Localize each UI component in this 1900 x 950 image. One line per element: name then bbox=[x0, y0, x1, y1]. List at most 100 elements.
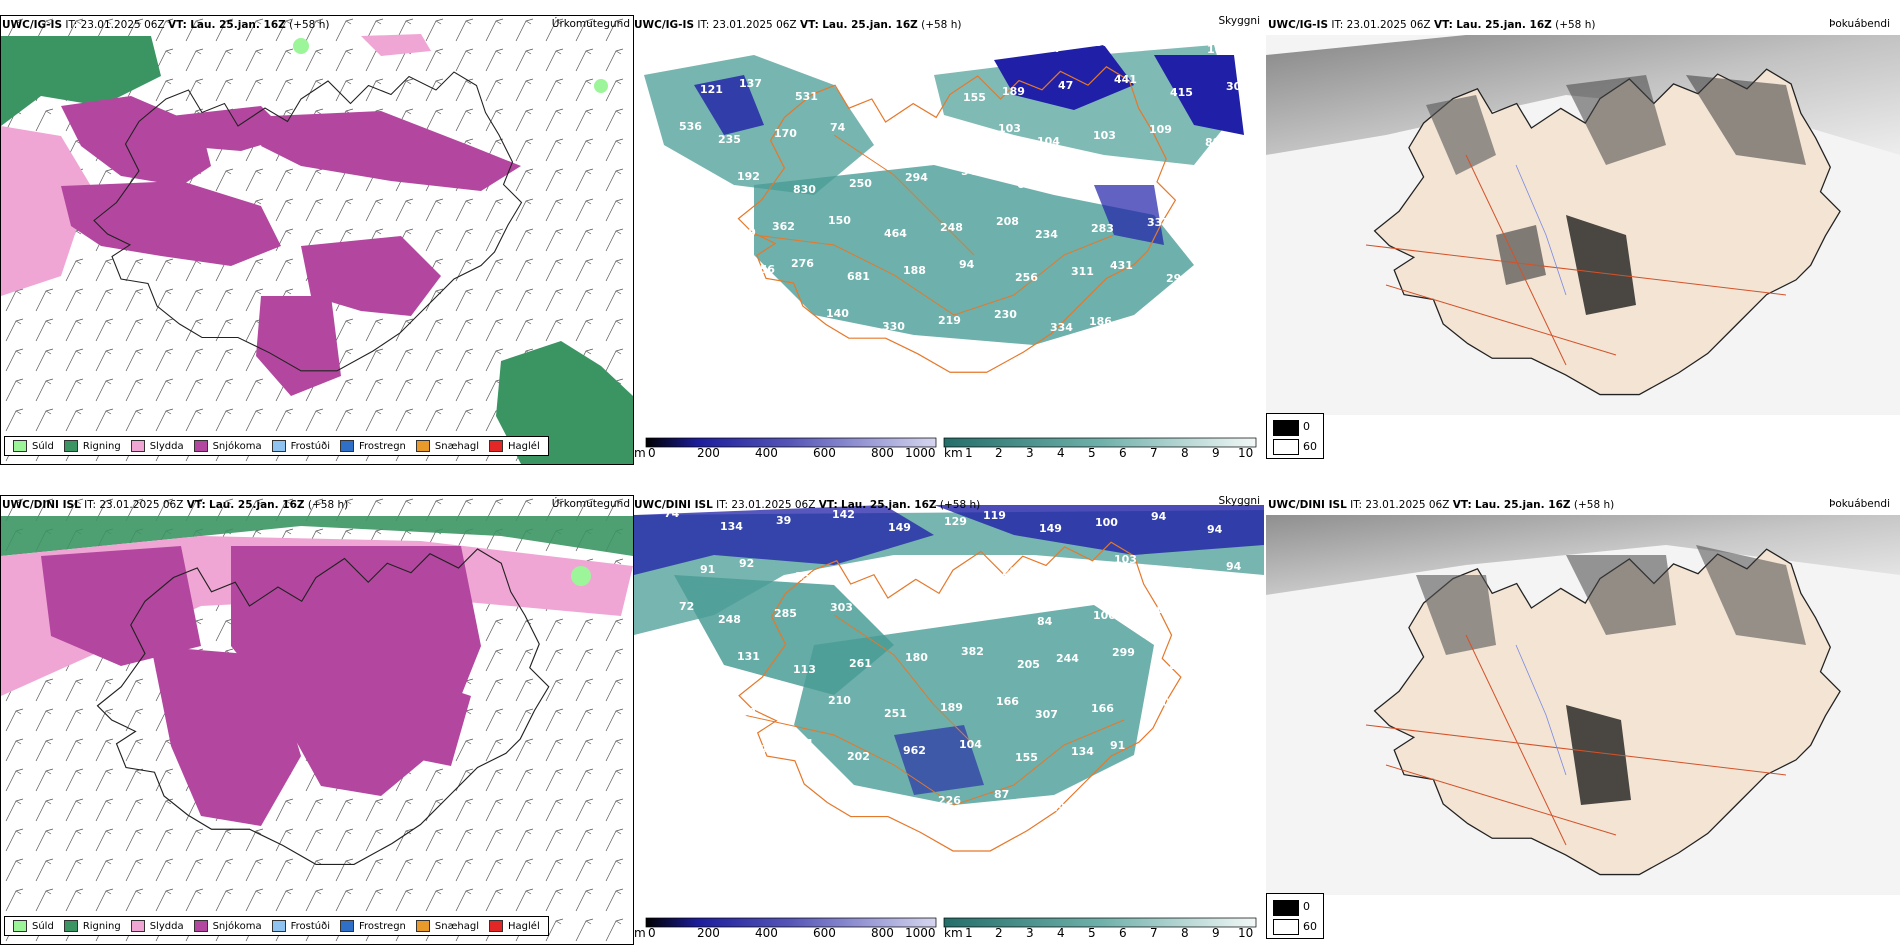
cloud-base-label: 279 bbox=[677, 693, 700, 706]
cloud-base-label: 160 bbox=[1112, 166, 1135, 179]
cloud-base-label: 119 bbox=[983, 509, 1006, 522]
cloud-base-label: 129 bbox=[944, 515, 967, 528]
cloud-base-label: 249 bbox=[826, 787, 849, 800]
cloud-base-unit: m bbox=[634, 926, 646, 940]
cloud-base-label: 531 bbox=[795, 90, 818, 103]
cloud-base-label: 238 bbox=[907, 78, 930, 91]
cloud-base-label: 192 bbox=[737, 170, 760, 183]
cloud-header: UWC/DINI ISL IT: 23.01.2025 06Z VT: Lau.… bbox=[634, 499, 981, 511]
cloud-base-label: 186 bbox=[1089, 315, 1112, 328]
legend-item: Slydda bbox=[130, 920, 184, 932]
cloud-base-label: 136 bbox=[882, 800, 905, 813]
fog-title: Þokuábendi bbox=[1829, 498, 1890, 510]
cloud-base-label: 94 bbox=[959, 258, 975, 271]
cloud-base-label: 92 bbox=[739, 557, 754, 570]
cloud-base-label: 134 bbox=[720, 520, 743, 533]
cloud-base-label: 244 bbox=[1056, 652, 1079, 665]
cloud-base-label: 88 bbox=[1205, 136, 1220, 149]
cloud-base-label: 400 bbox=[963, 571, 986, 584]
cloud-base-label: 176 bbox=[698, 656, 721, 669]
cloud-base-label: 103 bbox=[1207, 43, 1230, 56]
legend-item: Súld bbox=[13, 440, 54, 452]
cloud-base-label: 267 bbox=[998, 602, 1021, 615]
cloud-base-label: 64 bbox=[1017, 178, 1033, 191]
cloud-base-label: 222 bbox=[696, 749, 719, 762]
cloud-base-label: 830 bbox=[793, 183, 816, 196]
cloud-base-label: 277 bbox=[675, 306, 698, 319]
cloud-base-label: 131 bbox=[737, 650, 760, 663]
model-name: UWC/IG-IS bbox=[2, 19, 63, 31]
cloud-base-label: 137 bbox=[739, 77, 762, 90]
cloud-base-label: 142 bbox=[832, 508, 855, 521]
fog-header: UWC/DINI ISL IT: 23.01.2025 06Z VT: Lau.… bbox=[1268, 499, 1615, 511]
legend-item: Slydda bbox=[130, 440, 184, 452]
vis-tick: 7 bbox=[1150, 926, 1158, 940]
cloud-base-label: 191 bbox=[791, 737, 814, 750]
cloud-base-label: 140 bbox=[826, 307, 849, 320]
cloud-base-label: 409 bbox=[750, 356, 773, 369]
cloud-base-label: 303 bbox=[830, 601, 853, 614]
cloud-map-canvas: 119 204 82 151 32 14 80 117 323 167 103 121 137 531 14… bbox=[644, 27, 1249, 376]
cloud-base-label: 91 bbox=[1110, 739, 1125, 752]
cloud-base-label: 294 bbox=[905, 171, 928, 184]
cloud-base-label: 185 bbox=[675, 786, 698, 799]
vis-tick: 9 bbox=[1212, 446, 1220, 460]
precip-type-map-dini bbox=[0, 495, 634, 945]
cloud-map-canvas: 74 134 39 142 149 129 119 149 100 94 94 91 92 255 262 1… bbox=[634, 505, 1264, 855]
fog-key-black bbox=[1273, 420, 1299, 436]
cloud-base-label: 77 bbox=[886, 134, 901, 147]
cloud-base-label: 94 bbox=[1226, 560, 1242, 573]
cloud-base-label: 100 bbox=[698, 176, 721, 189]
vis-tick: 4 bbox=[1057, 926, 1065, 940]
fog-index-map-dini bbox=[1266, 515, 1900, 895]
cloud-base-label: 119 bbox=[664, 27, 687, 40]
precip-header: UWC/IG-IS IT: 23.01.2025 06Z VT: Lau. 25… bbox=[2, 19, 330, 31]
cloud-base-label: 299 bbox=[1112, 646, 1135, 659]
legend-item: Frostregn bbox=[340, 440, 406, 452]
cloud-base-label: 307 bbox=[1035, 708, 1058, 721]
legend-item: Snjókoma bbox=[193, 920, 262, 932]
cloud-base-label: 235 bbox=[718, 133, 741, 146]
cloud-base-label: 362 bbox=[772, 220, 795, 233]
cloud-base-label: 230 bbox=[994, 308, 1017, 321]
cloud-base-label: 649 bbox=[733, 226, 756, 239]
fog-key: 0 60 bbox=[1266, 413, 1324, 459]
cloud-base-label: 285 bbox=[774, 607, 797, 620]
visibility-unit: km bbox=[944, 446, 963, 460]
cloud-base-label: 180 bbox=[905, 651, 928, 664]
vis-tick: 3 bbox=[1026, 926, 1034, 940]
cloud-base-label: 226 bbox=[938, 794, 961, 807]
cloud-title: Skyggni bbox=[1218, 15, 1261, 27]
cloud-base-label: 109 bbox=[1149, 123, 1172, 136]
cloud-base-label: 155 bbox=[1015, 751, 1038, 764]
cloud-base-label: 94 bbox=[1207, 523, 1223, 536]
cloud-base-colorbar bbox=[645, 437, 1257, 448]
cloud-base-label: 202 bbox=[847, 750, 870, 763]
vis-tick: 6 bbox=[1119, 926, 1127, 940]
precip-header: UWC/DINI ISL IT: 23.01.2025 06Z VT: Lau.… bbox=[2, 499, 349, 511]
cloud-base-label: 38 bbox=[694, 842, 709, 855]
vis-tick: 1 bbox=[965, 926, 973, 940]
cloud-tick: 400 bbox=[755, 446, 778, 460]
cloud-base-label: 113 bbox=[793, 663, 816, 676]
cloud-base-label: 205 bbox=[1017, 658, 1040, 671]
cloud-base-label: 72 bbox=[679, 600, 694, 613]
cloud-base-label: 330 bbox=[882, 320, 905, 333]
cloud-base-label: 121 bbox=[700, 83, 723, 96]
cloud-base-label: 188 bbox=[903, 264, 926, 277]
cloud-base-colorbar bbox=[645, 917, 1257, 928]
cloud-base-label: 47 bbox=[1058, 79, 1073, 92]
cloud-base-label: 261 bbox=[849, 657, 872, 670]
cloud-base-label: 895 bbox=[752, 743, 775, 756]
cloud-base-label: 250 bbox=[849, 177, 872, 190]
cloud-base-label: 334 bbox=[1050, 321, 1073, 334]
vis-tick: 8 bbox=[1181, 926, 1189, 940]
cloud-base-label: 150 bbox=[828, 214, 851, 227]
cloud-base-label: 87 bbox=[994, 788, 1009, 801]
cloud-base-label: 544 bbox=[694, 362, 717, 375]
legend-item: Súld bbox=[13, 920, 54, 932]
cloud-base-label: 219 bbox=[938, 314, 961, 327]
vis-tick: 1 bbox=[965, 446, 973, 460]
cloud-base-label: 587 bbox=[770, 793, 793, 806]
legend-item: Frostregn bbox=[340, 920, 406, 932]
